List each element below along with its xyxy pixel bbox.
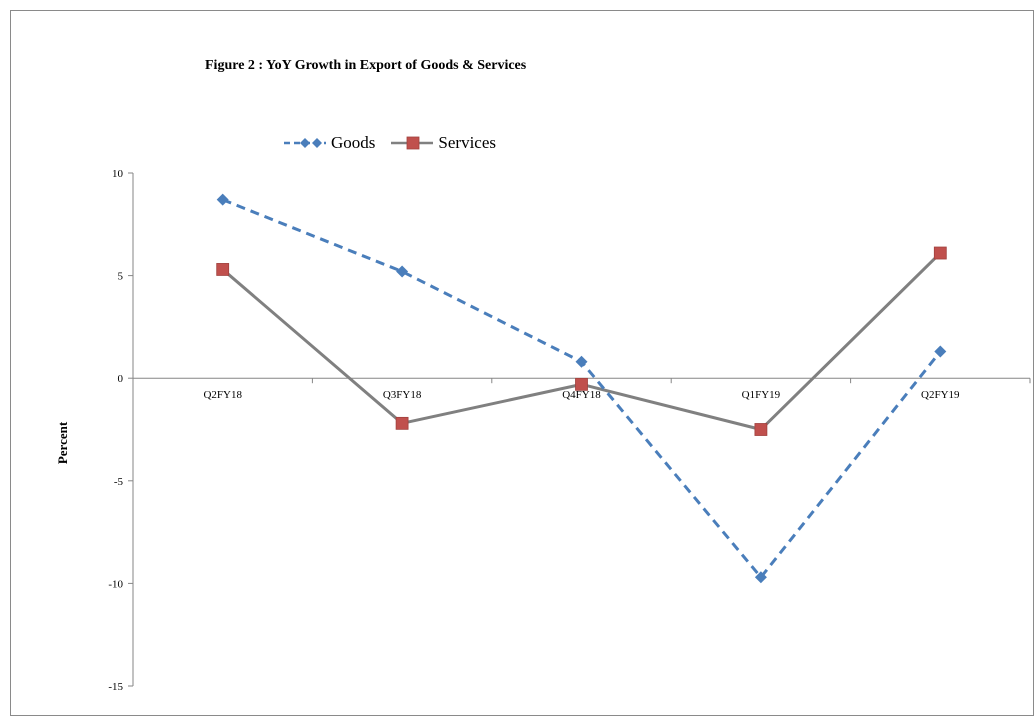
series-line-services [221, 251, 942, 431]
legend-item-goods: Goods [282, 133, 375, 153]
x-tick-label: Q4FY18 [562, 389, 601, 401]
legend-label-goods: Goods [331, 133, 376, 152]
y-tick-label: 10 [112, 168, 124, 180]
data-point-goods [934, 345, 947, 358]
data-point-services [933, 246, 947, 260]
x-tick-label: Q1FY19 [742, 389, 781, 401]
chart-title: Figure 2 : YoY Growth in Export of Goods… [205, 58, 527, 73]
legend-swatch-services [391, 136, 434, 150]
x-tick-label: Q2FY18 [203, 389, 242, 401]
legend-item-services: Services [389, 133, 496, 153]
data-point-goods [216, 193, 229, 206]
legend-label-services: Services [438, 133, 496, 152]
y-tick-label: 5 [118, 271, 124, 283]
legend-swatch-goods [284, 138, 326, 148]
legend: Goods Services [282, 128, 496, 158]
data-point-services [216, 263, 230, 276]
data-point-services [754, 423, 768, 436]
y-tick-label: -10 [108, 578, 123, 590]
y-tick-label: -15 [108, 681, 123, 693]
y-tick-label: -5 [114, 476, 124, 488]
data-point-goods [396, 265, 409, 278]
data-point-goods [575, 355, 588, 368]
chart-frame [10, 10, 1034, 716]
y-tick-label: 0 [118, 373, 124, 385]
data-point-services [395, 416, 409, 430]
data-point-goods [754, 571, 767, 584]
x-tick-label: Q2FY19 [921, 389, 960, 401]
x-tick-label: Q3FY18 [383, 389, 422, 401]
data-point-services [575, 377, 588, 391]
